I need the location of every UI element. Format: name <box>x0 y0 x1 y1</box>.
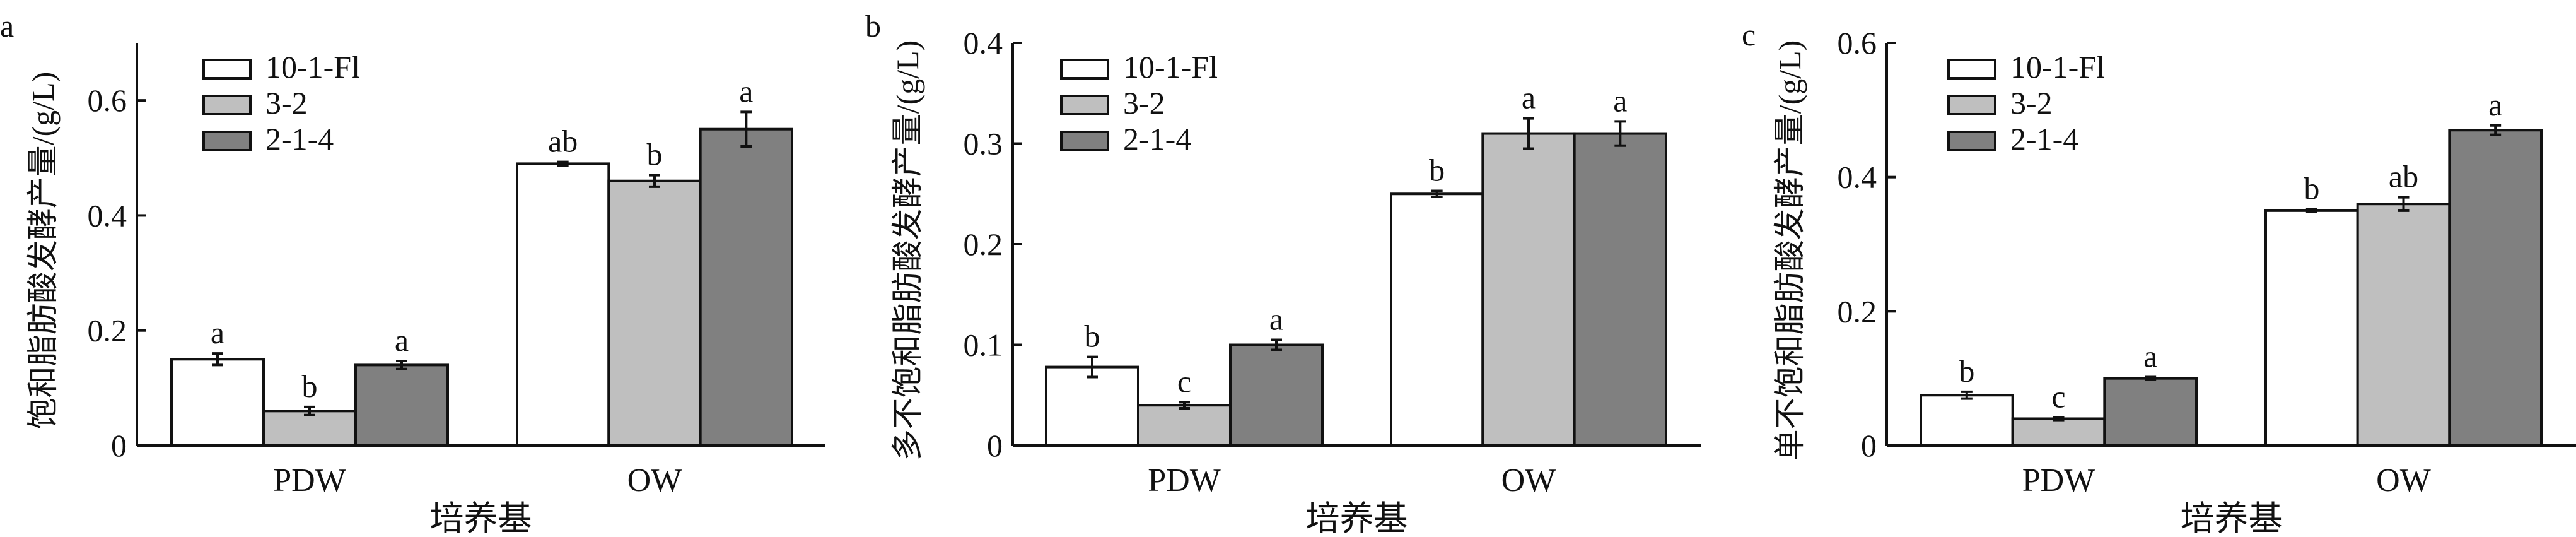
bar-3-2-PDW <box>2011 417 2106 447</box>
legend-swatch-2-1-4 <box>1947 131 1996 151</box>
x-tick-label: OW <box>627 463 682 499</box>
panel-label: c <box>1742 17 1756 52</box>
legend-swatch-3-2 <box>1947 95 1996 115</box>
significance-label: b <box>1429 152 1445 187</box>
bar-10-1-Fl-PDW <box>1045 365 1139 447</box>
significance-label: b <box>2304 171 2319 206</box>
y-tick-label: 0.3 <box>964 126 1003 162</box>
bar-10-1-Fl-PDW <box>170 358 265 447</box>
legend-label: 2-1-4 <box>1123 121 1191 156</box>
bar-2-1-4-OW <box>1573 132 1668 447</box>
bar-2-1-4-OW <box>699 127 793 447</box>
significance-label: a <box>739 73 753 109</box>
significance-label: a <box>211 315 224 350</box>
y-tick-label: 0.2 <box>88 313 127 348</box>
x-tick-label: OW <box>2376 463 2431 499</box>
legend-label: 10-1-Fl <box>1123 49 1218 85</box>
bar-10-1-Fl-PDW <box>1920 394 2014 447</box>
x-axis-label: 培养基 <box>1306 500 1408 537</box>
significance-label: b <box>302 369 318 404</box>
legend-swatch-2-1-4 <box>1060 131 1109 151</box>
significance-label: c <box>2051 379 2065 414</box>
y-axis-label: 饱和脂肪酸发酵产量/(g/L) <box>25 72 61 430</box>
bar-2-1-4-OW <box>2448 129 2543 447</box>
y-axis-label: 多不饱和脂肪酸发酵产量/(g/L) <box>890 40 925 461</box>
bar-3-2-OW <box>2356 203 2451 447</box>
legend-swatch-3-2 <box>1060 95 1109 115</box>
y-tick-label: 0.2 <box>964 227 1003 262</box>
bar-10-1-Fl-OW <box>1390 192 1484 447</box>
significance-label: c <box>1177 363 1191 399</box>
legend-label: 10-1-Fl <box>2010 49 2105 85</box>
panel-label: b <box>865 8 881 44</box>
x-axis-label: 培养基 <box>2181 500 2283 537</box>
bar-10-1-Fl-OW <box>516 162 610 447</box>
legend-swatch-10-1-Fl <box>202 59 252 80</box>
bar-3-2-PDW <box>1137 404 1232 447</box>
significance-label: a <box>395 322 409 358</box>
bar-2-1-4-PDW <box>1229 343 1324 447</box>
x-tick-label: PDW <box>273 463 346 499</box>
y-tick-label: 0.1 <box>964 328 1003 363</box>
bar-10-1-Fl-OW <box>2264 209 2359 447</box>
legend-label: 3-2 <box>265 85 308 121</box>
legend-label: 2-1-4 <box>265 121 334 156</box>
significance-label: b <box>1085 319 1100 354</box>
y-tick-label: 0 <box>111 428 127 463</box>
y-tick-label: 0 <box>987 428 1003 463</box>
significance-label: ab <box>548 124 578 159</box>
significance-label: a <box>2488 87 2502 122</box>
legend-label: 10-1-Fl <box>265 49 360 85</box>
panel-label: a <box>0 8 14 44</box>
significance-label: a <box>2143 339 2157 374</box>
legend-swatch-10-1-Fl <box>1060 59 1109 80</box>
x-tick-label: PDW <box>2022 463 2095 499</box>
y-tick-label: 0.6 <box>88 83 127 118</box>
panel-b: b 0 0.1 0.2 0.3 0.4 多不饱和脂肪酸发酵产量/(g/L) 培养基 PDW b c a… <box>865 8 1701 537</box>
y-tick-label: 0.4 <box>88 198 127 233</box>
significance-label: ab <box>2389 159 2418 194</box>
y-tick-label: 0.4 <box>1838 160 1877 195</box>
y-tick-label: 0.4 <box>964 25 1003 61</box>
legend-label: 2-1-4 <box>2010 121 2078 156</box>
legend-swatch-2-1-4 <box>202 131 252 151</box>
significance-label: a <box>1269 302 1283 337</box>
significance-label: b <box>647 137 663 172</box>
significance-label: a <box>1613 83 1627 118</box>
bar-2-1-4-PDW <box>354 363 449 447</box>
legend-swatch-3-2 <box>202 95 252 115</box>
bar-2-1-4-PDW <box>2103 377 2198 447</box>
y-tick-label: 0.2 <box>1838 293 1877 329</box>
significance-label: a <box>1522 80 1536 115</box>
bar-3-2-OW <box>607 179 702 447</box>
x-tick-label: PDW <box>1148 463 1221 499</box>
legend-label: 3-2 <box>1123 85 1165 121</box>
x-axis-label: 培养基 <box>430 500 532 537</box>
significance-label: b <box>1959 353 1974 389</box>
legend-swatch-10-1-Fl <box>1947 59 1996 80</box>
y-tick-label: 0.6 <box>1838 25 1877 61</box>
x-tick-label: OW <box>1501 463 1556 499</box>
panel-c: c 0 0.2 0.4 0.6 单不饱和脂肪酸发酵产量/(g/L) 培养基 PDW b c a OW b… <box>1742 17 2576 537</box>
y-axis-label: 单不饱和脂肪酸发酵产量/(g/L) <box>1772 40 1807 461</box>
bar-3-2-OW <box>1481 132 1576 447</box>
y-tick-label: 0 <box>1861 428 1877 463</box>
legend-label: 3-2 <box>2010 85 2053 121</box>
